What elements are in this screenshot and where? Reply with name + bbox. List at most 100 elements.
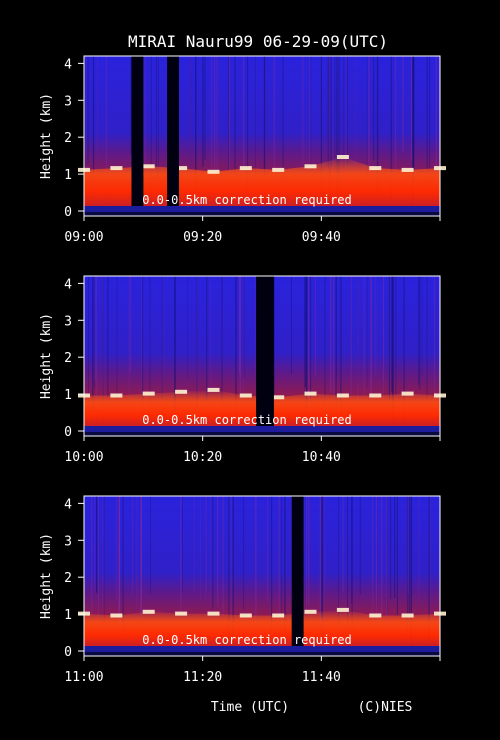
signal-streak: [205, 496, 207, 598]
x-tick-label: 09:40: [302, 230, 341, 245]
signal-streak: [95, 276, 98, 421]
signal-streak: [232, 496, 234, 654]
signal-streak: [103, 496, 105, 637]
signal-streak: [200, 496, 201, 602]
signal-streak: [255, 496, 257, 640]
y-tick-label: 0: [64, 205, 72, 220]
signal-streak: [209, 496, 211, 608]
surface-edge: [84, 432, 440, 436]
signal-streak: [338, 56, 340, 190]
cloud-top-highlight: [239, 393, 252, 398]
signal-streak: [162, 276, 164, 421]
signal-streak: [406, 496, 409, 636]
signal-streak: [195, 56, 197, 193]
signal-streak: [434, 276, 435, 406]
signal-streak: [136, 496, 138, 610]
signal-streak: [132, 496, 134, 595]
signal-streak: [96, 496, 98, 593]
surface-edge: [84, 652, 440, 656]
surface-band: [84, 206, 440, 212]
cloud-top-highlight: [336, 393, 349, 398]
y-tick-label: 4: [64, 277, 72, 292]
signal-streak: [407, 496, 409, 595]
signal-streak: [376, 496, 377, 629]
y-tick-label: 3: [64, 534, 72, 549]
cloud-top-highlight: [142, 609, 155, 614]
y-tick-label: 2: [64, 351, 72, 366]
signal-streak: [222, 496, 224, 619]
surface-band: [84, 646, 440, 652]
cloud-top-highlight: [175, 611, 188, 616]
signal-streak: [314, 276, 316, 376]
signal-streak: [273, 56, 275, 201]
signal-streak: [336, 276, 337, 380]
signal-streak: [221, 276, 223, 406]
signal-streak: [264, 56, 266, 201]
y-axis-label: Height (km): [39, 313, 54, 399]
signal-streak: [282, 56, 284, 183]
cloud-top-highlight: [207, 611, 220, 616]
signal-streak: [309, 56, 311, 190]
signal-streak: [234, 56, 236, 178]
signal-streak: [413, 56, 415, 180]
signal-streak: [412, 56, 414, 209]
y-tick-label: 4: [64, 497, 72, 512]
signal-streak: [197, 276, 198, 396]
cloud-top-highlight: [272, 613, 285, 618]
signal-streak: [230, 496, 232, 616]
signal-streak: [304, 276, 306, 388]
signal-streak: [392, 276, 394, 421]
signal-streak: [243, 276, 245, 379]
cloud-top-highlight: [401, 167, 414, 172]
signal-streak: [429, 496, 431, 633]
signal-streak: [190, 56, 192, 199]
cloud-top-highlight: [369, 613, 382, 618]
x-tick-label: 11:20: [183, 670, 222, 685]
signal-streak: [308, 276, 310, 419]
signal-streak: [105, 56, 108, 215]
signal-streak: [357, 276, 359, 384]
signal-streak: [418, 276, 420, 385]
cloud-top-highlight: [175, 166, 188, 171]
signal-streak: [107, 276, 109, 400]
signal-streak: [88, 276, 89, 414]
signal-streak: [149, 276, 151, 436]
signal-streak: [267, 496, 269, 602]
signal-streak: [330, 56, 332, 166]
cloud-top-highlight: [272, 395, 285, 400]
x-tick-label: 10:20: [183, 450, 222, 465]
x-tick-label: 11:00: [64, 670, 103, 685]
signal-streak: [376, 56, 379, 196]
signal-streak: [334, 56, 336, 159]
signal-streak: [161, 276, 163, 401]
signal-streak: [115, 496, 117, 600]
panel-frame: [83, 495, 441, 657]
signal-streak: [116, 276, 118, 402]
signal-streak: [243, 496, 245, 609]
cloud-top-highlight: [142, 391, 155, 396]
signal-streak: [239, 276, 241, 374]
signal-streak: [320, 56, 322, 209]
signal-streak: [410, 56, 412, 161]
signal-streak: [305, 496, 307, 615]
signal-streak: [340, 276, 342, 416]
y-tick-label: 3: [64, 94, 72, 109]
cloud-top-highlight: [239, 613, 252, 618]
signal-streak: [373, 56, 375, 161]
data-gap: [256, 276, 274, 426]
signal-streak: [130, 56, 132, 155]
cloud-top-highlight: [304, 164, 317, 169]
signal-streak: [310, 276, 312, 400]
signal-streak: [338, 56, 339, 160]
signal-streak: [330, 276, 332, 393]
y-tick-label: 1: [64, 388, 72, 403]
cloud-top-highlight: [142, 164, 155, 169]
signal-streak: [321, 496, 323, 651]
signal-streak: [206, 276, 208, 402]
signal-streak: [357, 276, 359, 431]
signal-streak: [402, 56, 404, 153]
signal-streak: [333, 56, 334, 193]
panel-3: 0 1 2 3 4 Height (km) 11:00 11:20 11:40 0.0-0.5km…: [39, 495, 446, 685]
signal-streak: [187, 276, 188, 379]
